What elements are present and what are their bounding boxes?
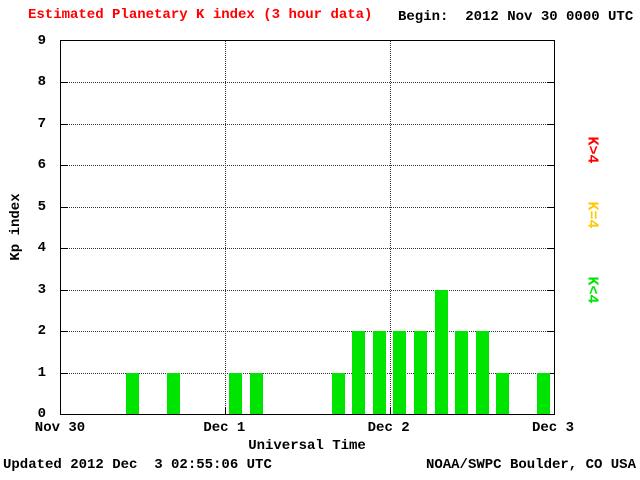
y-tick — [547, 165, 554, 167]
kp-bar — [229, 372, 243, 414]
y-tick — [61, 165, 68, 167]
legend-label-k-eq-4: K=4 — [583, 201, 601, 229]
gridline-horizontal — [61, 331, 554, 333]
gridline-vertical — [389, 41, 391, 414]
kp-bar — [167, 372, 181, 414]
kp-bar — [372, 331, 386, 414]
kp-bar — [455, 331, 469, 414]
y-tick — [61, 372, 68, 374]
y-tick — [547, 289, 554, 291]
y-axis-tick-label: 0 — [37, 406, 46, 422]
y-tick — [547, 206, 554, 208]
x-tick — [389, 407, 391, 414]
y-axis-tick-label: 2 — [37, 323, 46, 340]
kp-bar — [331, 372, 345, 414]
y-tick — [61, 289, 68, 291]
y-tick — [547, 123, 554, 125]
gridline-horizontal — [61, 165, 554, 167]
x-axis-tick-label: Dec 3 — [531, 420, 575, 436]
x-axis-tick-label: Nov 30 — [34, 420, 86, 436]
y-tick — [547, 331, 554, 333]
y-tick — [547, 372, 554, 374]
kp-bar — [393, 331, 407, 414]
y-axis-tick-label: 7 — [37, 115, 46, 132]
y-axis-tick-label: 8 — [37, 74, 46, 91]
legend-label-k-gt-4: K>4 — [583, 136, 601, 164]
y-tick — [61, 123, 68, 125]
gridline-horizontal — [61, 372, 554, 374]
kp-bar — [352, 331, 366, 414]
kp-bar — [475, 331, 489, 414]
gridline-vertical — [225, 41, 227, 414]
chart-title: Estimated Planetary K index (3 hour data… — [28, 7, 373, 23]
y-axis-tick-label: 6 — [37, 157, 46, 174]
gridline-horizontal — [61, 289, 554, 291]
y-axis-labels: 0 1 2 3 4 5 6 7 8 9 — [0, 33, 54, 422]
y-axis-tick-label: 5 — [37, 198, 46, 215]
kp-bar — [434, 289, 448, 414]
y-axis-tick-label: 4 — [37, 240, 46, 257]
y-tick — [547, 248, 554, 250]
y-tick — [547, 82, 554, 84]
x-axis-tick-label: Dec 2 — [367, 420, 410, 436]
y-axis-tick-label: 3 — [37, 281, 46, 298]
y-axis-tick-label: 1 — [37, 364, 46, 381]
source-attribution: NOAA/SWPC Boulder, CO USA — [425, 457, 636, 473]
y-tick — [61, 331, 68, 333]
updated-timestamp: Updated 2012 Dec 3 02:55:06 UTC — [3, 457, 272, 473]
kp-bar — [413, 331, 427, 414]
y-tick — [61, 248, 68, 250]
plot-area — [60, 40, 555, 415]
y-axis-tick-label: 9 — [37, 33, 46, 49]
gridline-horizontal — [61, 206, 554, 208]
kp-bar — [537, 372, 551, 414]
gridline-horizontal — [61, 123, 554, 125]
x-axis-tick-label: Dec 1 — [203, 420, 246, 436]
legend-label-k-lt-4: K<4 — [583, 276, 601, 304]
y-tick — [61, 206, 68, 208]
begin-timestamp: Begin: 2012 Nov 30 0000 UTC — [398, 9, 634, 25]
x-tick — [225, 407, 227, 414]
gridline-horizontal — [61, 248, 554, 250]
gridline-horizontal — [61, 82, 554, 84]
y-tick — [61, 82, 68, 84]
kp-bar — [126, 372, 140, 414]
kp-bar — [249, 372, 263, 414]
kp-bar — [496, 372, 510, 414]
x-axis-labels: Nov 30 Dec 1 Dec 2 Dec 3 — [35, 420, 574, 440]
x-axis-title: Universal Time — [248, 438, 366, 454]
